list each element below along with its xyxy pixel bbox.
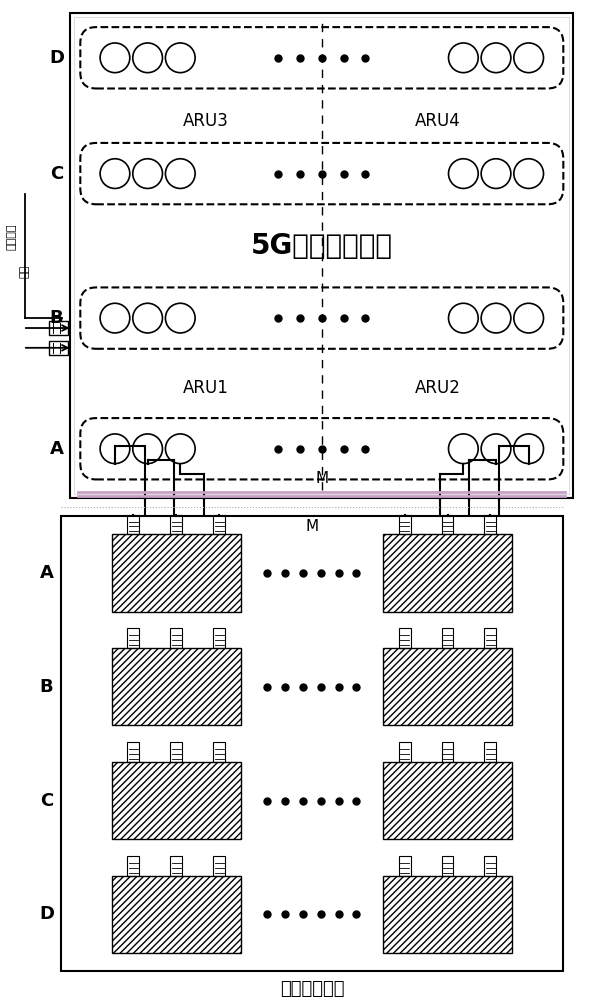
Text: ARU4: ARU4: [415, 112, 460, 130]
Text: C: C: [50, 165, 63, 183]
Text: M: M: [305, 519, 319, 534]
Bar: [49, 321, 69, 335]
Bar: [170, 742, 182, 762]
Text: C: C: [40, 792, 54, 810]
Bar: [441, 742, 454, 762]
Bar: [213, 856, 225, 876]
Bar: [128, 742, 139, 762]
Text: 5G基站射频单元: 5G基站射频单元: [251, 232, 393, 260]
Bar: [112, 876, 241, 953]
Bar: [170, 628, 182, 648]
Bar: [112, 648, 241, 725]
Text: 供电: 供电: [20, 264, 30, 278]
Bar: [485, 515, 496, 534]
Bar: [383, 762, 512, 839]
Bar: [112, 534, 241, 612]
Bar: [128, 856, 139, 876]
Text: ARU2: ARU2: [415, 379, 460, 397]
Bar: [213, 628, 225, 648]
Text: ARU3: ARU3: [183, 112, 229, 130]
Text: B: B: [50, 309, 63, 327]
Bar: [61, 516, 564, 971]
Bar: [74, 17, 569, 494]
Text: B: B: [40, 678, 54, 696]
Bar: [399, 856, 410, 876]
Text: A: A: [40, 564, 54, 582]
Bar: [213, 742, 225, 762]
Bar: [399, 742, 410, 762]
Bar: [383, 648, 512, 725]
Text: 网口监控: 网口监控: [6, 223, 16, 250]
Bar: [485, 742, 496, 762]
Text: M: M: [316, 471, 328, 486]
Text: A: A: [50, 440, 63, 458]
Bar: [399, 515, 410, 534]
Bar: [213, 515, 225, 534]
Bar: [170, 856, 182, 876]
Bar: [485, 628, 496, 648]
Bar: [112, 762, 241, 839]
Bar: [441, 515, 454, 534]
Bar: [383, 876, 512, 953]
Bar: [170, 515, 182, 534]
Text: ARU1: ARU1: [183, 379, 229, 397]
Bar: [128, 628, 139, 648]
Bar: [441, 856, 454, 876]
Bar: [383, 534, 512, 612]
Bar: [71, 13, 573, 498]
Bar: [441, 628, 454, 648]
Bar: [485, 856, 496, 876]
Text: D: D: [49, 49, 64, 67]
Bar: [399, 628, 410, 648]
Bar: [49, 341, 69, 355]
Text: 同轴负载矩阵: 同轴负载矩阵: [280, 980, 344, 998]
Bar: [128, 515, 139, 534]
Text: D: D: [39, 905, 54, 923]
